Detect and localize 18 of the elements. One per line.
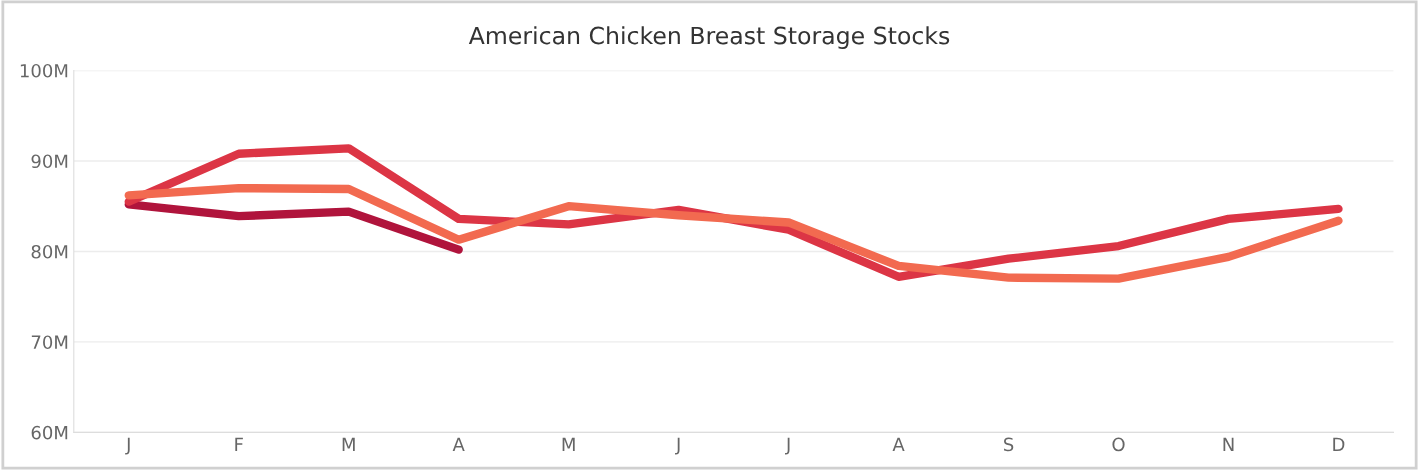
x-tick-label: S [1004, 437, 1014, 452]
y-tick-label: 100M [20, 63, 68, 78]
x-tick-label: O [1112, 437, 1125, 452]
y-tick-label: 80M [31, 244, 68, 259]
x-tick-label: M [562, 437, 575, 451]
x-tick-label: N [1223, 437, 1234, 451]
x-tick-label: F [235, 437, 243, 451]
x-tick-label: A [892, 437, 905, 451]
y-tick-label: 60M [31, 425, 68, 440]
y-tick-label: 70M [31, 335, 68, 350]
x-tick-label: A [452, 437, 465, 451]
x-tick-label: M [342, 437, 355, 451]
y-tick-label: 90M [31, 154, 68, 169]
chart-title: American Chicken Breast Storage Stocks [468, 26, 950, 50]
x-tick-label: J [785, 437, 790, 455]
x-tick-label: J [675, 437, 680, 455]
x-tick-label: D [1333, 437, 1345, 451]
x-tick-label: J [125, 437, 130, 455]
